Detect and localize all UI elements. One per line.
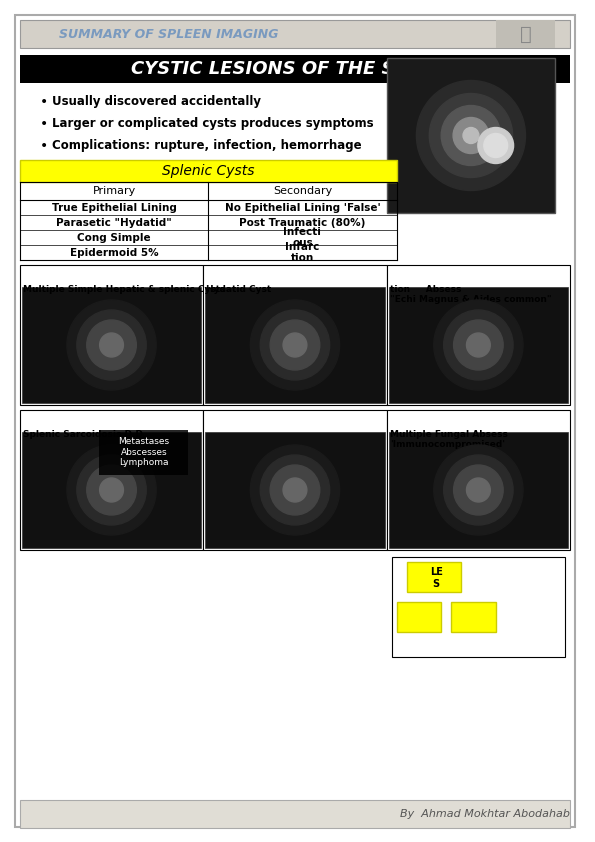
Bar (392, 557, 565, 657)
Bar (20, 265, 203, 405)
Circle shape (453, 118, 489, 153)
Text: Infarc
tion: Infarc tion (285, 242, 320, 264)
Text: Larger or complicated cysts produces symptoms: Larger or complicated cysts produces sym… (52, 117, 373, 130)
Bar (20, 160, 397, 182)
Circle shape (434, 445, 523, 535)
Circle shape (466, 333, 490, 357)
Text: No Epithelial Lining 'False': No Epithelial Lining 'False' (224, 202, 380, 212)
Text: Splenic Sarcoidosis D.D.: Splenic Sarcoidosis D.D. (23, 430, 146, 439)
Bar (387, 410, 570, 550)
Bar (389, 287, 568, 403)
Circle shape (67, 445, 156, 535)
Text: Epidermoid 5%: Epidermoid 5% (70, 248, 158, 258)
Circle shape (453, 465, 503, 515)
Circle shape (444, 310, 513, 380)
Circle shape (463, 127, 479, 143)
Bar (20, 800, 570, 828)
Text: Primary: Primary (92, 186, 136, 196)
Circle shape (250, 445, 340, 535)
Text: Cong Simple: Cong Simple (77, 232, 151, 242)
Text: Parasetic "Hydatid": Parasetic "Hydatid" (56, 217, 172, 227)
Text: True Epithelial Lining: True Epithelial Lining (52, 202, 177, 212)
Bar (203, 410, 387, 550)
Circle shape (87, 465, 136, 515)
Bar (20, 410, 203, 550)
Bar (397, 602, 441, 632)
Text: •: • (40, 117, 48, 131)
Circle shape (250, 300, 340, 390)
Text: tion     Absess
"Echi Magnus & Aides common": tion Absess "Echi Magnus & Aides common" (390, 285, 552, 305)
Text: Complications: rupture, infection, hemorrhage: Complications: rupture, infection, hemor… (52, 139, 361, 152)
Circle shape (283, 333, 307, 357)
Text: By  Ahmad Mokhtar Abodahab: By Ahmad Mokhtar Abodahab (400, 809, 570, 819)
Text: Usually discovered accidentally: Usually discovered accidentally (52, 95, 261, 108)
Circle shape (67, 300, 156, 390)
Circle shape (283, 478, 307, 502)
Bar (205, 287, 385, 403)
Circle shape (77, 310, 146, 380)
Circle shape (484, 134, 508, 157)
Circle shape (430, 93, 512, 178)
Circle shape (99, 478, 123, 502)
Bar (387, 265, 570, 405)
Circle shape (453, 320, 503, 370)
Circle shape (270, 465, 320, 515)
Circle shape (270, 320, 320, 370)
Bar (387, 58, 555, 213)
Bar (496, 20, 555, 48)
Text: Secondary: Secondary (273, 186, 332, 196)
Circle shape (260, 310, 330, 380)
Bar (205, 432, 385, 548)
Text: Hydatid Cyst: Hydatid Cyst (206, 285, 271, 294)
Circle shape (444, 455, 513, 525)
Text: 🦅: 🦅 (519, 24, 531, 44)
Circle shape (99, 333, 123, 357)
Circle shape (87, 320, 136, 370)
Bar (203, 265, 387, 405)
Circle shape (466, 478, 490, 502)
Bar (22, 287, 201, 403)
Circle shape (478, 127, 513, 163)
Circle shape (260, 455, 330, 525)
Text: •: • (40, 95, 48, 109)
Circle shape (441, 105, 501, 166)
Text: SUMMARY OF SPLEEN IMAGING: SUMMARY OF SPLEEN IMAGING (60, 28, 279, 40)
Circle shape (416, 81, 525, 190)
Bar (389, 432, 568, 548)
Text: CYSTIC LESIONS OF THE SPLEEN: CYSTIC LESIONS OF THE SPLEEN (130, 60, 458, 78)
Text: •: • (40, 139, 48, 153)
Bar (406, 562, 461, 592)
Bar (20, 20, 570, 48)
Text: Metastases
Abscesses
Lymphoma: Metastases Abscesses Lymphoma (118, 437, 170, 467)
Text: LE
S: LE S (430, 567, 443, 589)
Text: Splenic Cysts: Splenic Cysts (162, 164, 255, 178)
Circle shape (77, 455, 146, 525)
Text: Post Traumatic (80%): Post Traumatic (80%) (239, 217, 365, 227)
Bar (22, 432, 201, 548)
Bar (20, 55, 570, 83)
Circle shape (434, 300, 523, 390)
Bar (451, 602, 496, 632)
Text: Infecti
ous: Infecti ous (283, 226, 321, 248)
Text: Multiple Fungal Absess
'Immunocompromised': Multiple Fungal Absess 'Immunocompromise… (390, 430, 508, 450)
Bar (99, 430, 189, 475)
Text: Multiple Simple Hepatic & splenic Cysts: Multiple Simple Hepatic & splenic Cysts (23, 285, 226, 294)
